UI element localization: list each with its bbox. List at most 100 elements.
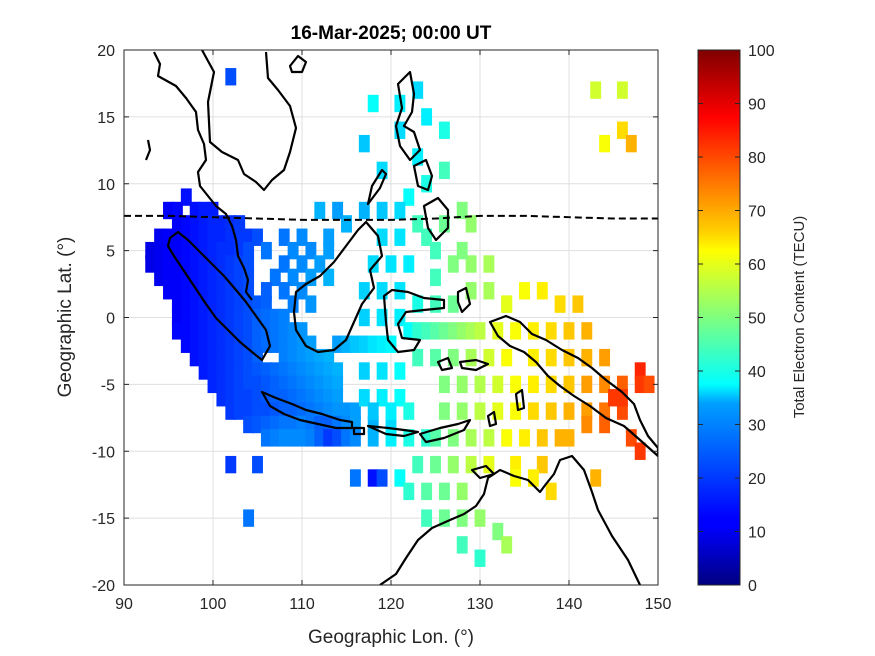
tec-cell (376, 362, 388, 380)
y-tick-label: -20 (92, 578, 115, 595)
tec-cell (207, 228, 219, 246)
tec-cell (189, 255, 201, 273)
tec-cell (287, 402, 299, 420)
tec-cell (456, 509, 468, 527)
tec-cell (198, 322, 210, 340)
tec-cell (225, 375, 237, 394)
tec-cell (376, 389, 388, 407)
tec-cell (252, 415, 263, 434)
tec-cell (465, 455, 477, 474)
tec-cell (180, 188, 192, 206)
tec-cell (260, 335, 272, 353)
coastline-mindanao (422, 196, 450, 242)
tec-cell (171, 255, 183, 273)
coastline-borneo (292, 220, 384, 354)
tec-cell (154, 228, 166, 246)
tec-cell (465, 255, 477, 273)
tec-cell (465, 348, 477, 367)
tec-cell (447, 322, 459, 340)
tec-cell (545, 402, 557, 420)
tec-cell (438, 215, 450, 233)
tec-cell (189, 201, 201, 220)
tec-cell (430, 322, 441, 340)
tec-cell (198, 255, 210, 273)
tec-cell (198, 362, 210, 380)
tec-cell (616, 121, 628, 139)
coastline-halmahera (456, 286, 472, 314)
tec-cell (616, 81, 628, 99)
tec-cell (394, 362, 406, 380)
tec-cell (563, 402, 575, 420)
y-tick-label: 5 (106, 244, 115, 261)
tec-cell (305, 362, 317, 380)
tec-cell (234, 389, 246, 407)
tec-cell (296, 362, 308, 380)
tec-cell (545, 375, 557, 394)
tec-cell (252, 389, 263, 407)
tec-cell (145, 255, 157, 273)
tec-cell (323, 429, 335, 447)
tec-cell (332, 362, 344, 380)
tec-cell (234, 402, 246, 420)
tec-cell (225, 241, 237, 260)
tec-cell (581, 402, 593, 420)
tec-cell (367, 335, 379, 353)
tec-cell (171, 241, 183, 260)
tec-cell (465, 215, 477, 233)
tec-cell (180, 255, 192, 273)
tec-cell (314, 389, 326, 407)
tec-cell (234, 348, 246, 367)
tec-cell (634, 442, 646, 460)
tec-cell (260, 375, 272, 394)
x-tick-label: 90 (115, 596, 133, 613)
tec-cell (296, 255, 308, 273)
tec-cell (269, 402, 281, 420)
tec-cell (287, 375, 299, 394)
tec-cell (430, 295, 441, 313)
tec-cell (154, 241, 166, 260)
tec-cell (287, 295, 299, 313)
tec-cell (225, 402, 237, 420)
tec-cell (332, 402, 344, 420)
tec-cell (314, 429, 326, 447)
tec-cell (234, 295, 246, 313)
tec-cell (189, 215, 201, 233)
coastline-sumatra (166, 230, 272, 362)
tec-cell (447, 348, 459, 367)
tec-cell (376, 282, 388, 300)
tec-cell (207, 282, 219, 300)
tec-cell (510, 322, 522, 340)
tec-cell (483, 255, 495, 273)
tec-cell (278, 322, 290, 340)
tec-cell (314, 402, 326, 420)
coastline-visayas (412, 158, 434, 192)
magnetic-equator-line (124, 214, 658, 221)
tec-cell (403, 402, 415, 420)
tec-cell (207, 201, 219, 220)
tec-cell (581, 375, 593, 394)
tec-cell (474, 402, 486, 420)
coastline-buru (436, 356, 454, 372)
tec-cell (376, 335, 388, 353)
tec-cell (207, 268, 219, 287)
tec-cell (252, 362, 263, 380)
tec-cell (252, 402, 263, 420)
tec-cell (323, 348, 335, 367)
tec-cell (198, 335, 210, 353)
tec-cell (438, 121, 450, 139)
tec-cell (430, 241, 441, 260)
tec-cell (216, 241, 228, 260)
coastline-melville (470, 464, 496, 480)
tec-cell (243, 362, 255, 380)
tec-cell (456, 322, 468, 340)
colorbar (697, 49, 741, 586)
tec-cell (367, 469, 379, 487)
tec-cell (590, 81, 602, 99)
tec-cell (385, 429, 397, 447)
tec-cell (252, 295, 263, 313)
tec-cell (483, 455, 495, 474)
tec-cell (269, 308, 281, 327)
tec-cell (376, 201, 388, 220)
tec-cell (323, 389, 335, 407)
tec-cell (287, 389, 299, 407)
